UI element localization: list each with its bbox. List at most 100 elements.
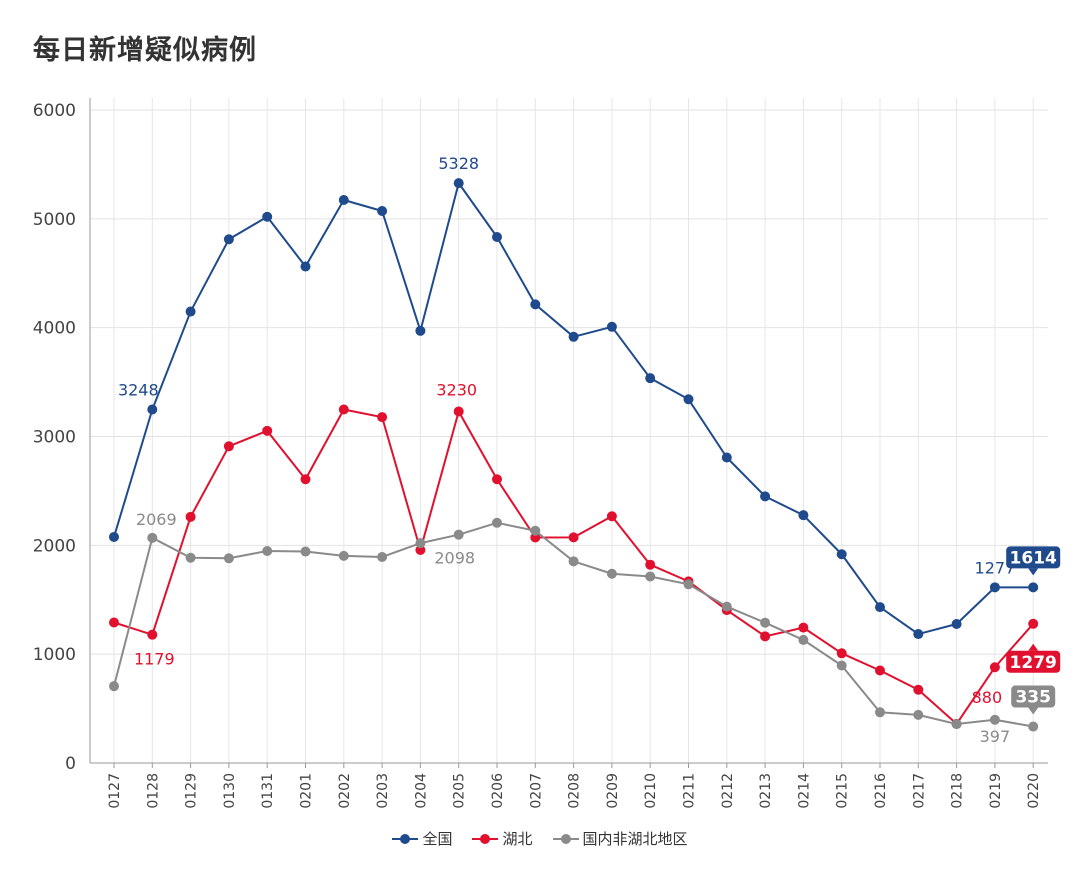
legend-label-hubei: 湖北 [502, 830, 533, 848]
data-point-series-2 [798, 634, 809, 645]
x-tick-label: 0211 [682, 773, 698, 809]
x-tick-label: 0219 [988, 773, 1004, 809]
y-tick-label: 5000 [33, 210, 76, 230]
data-point-series-1 [453, 406, 464, 417]
data-point-series-0 [109, 531, 119, 542]
x-tick-label: 0127 [107, 773, 123, 809]
x-tick-label: 0128 [145, 773, 161, 809]
x-tick-label: 0205 [452, 773, 468, 809]
data-point-series-0 [875, 602, 885, 613]
data-label-series-2: 397 [980, 727, 1011, 746]
x-tick-label: 0214 [796, 773, 812, 809]
x-tick-label: 0217 [911, 773, 927, 809]
data-point-series-0 [798, 510, 809, 521]
x-tick-label: 0204 [413, 773, 429, 809]
data-point-series-0 [262, 211, 273, 222]
data-point-series-1 [300, 474, 311, 485]
data-point-series-2 [185, 552, 196, 563]
data-point-series-2 [568, 556, 579, 567]
data-badge-pointer [1028, 568, 1039, 576]
data-label-series-2: 2069 [136, 510, 177, 529]
legend-item-hubei[interactable]: 湖北 [472, 828, 533, 849]
data-point-series-1 [606, 511, 617, 522]
data-point-series-2 [530, 525, 541, 536]
data-point-series-2 [415, 538, 426, 549]
data-point-series-0 [683, 394, 694, 405]
data-point-series-0 [453, 178, 464, 189]
data-badge-box [1006, 650, 1061, 673]
data-point-series-1 [760, 631, 771, 642]
y-tick-label: 3000 [33, 428, 76, 448]
data-label-series-1: 880 [972, 688, 1003, 707]
data-point-series-2 [760, 617, 771, 628]
y-tick-label: 2000 [33, 536, 76, 556]
legend-marker-national [392, 833, 419, 845]
data-point-series-0 [185, 306, 196, 317]
legend-item-non-hubei[interactable]: 国内非湖北地区 [552, 828, 688, 849]
legend-marker-non-hubei [552, 833, 579, 845]
data-label-series-1: 1179 [134, 650, 175, 669]
data-point-series-1 [568, 532, 579, 543]
data-label-series-0: 3248 [118, 381, 159, 400]
y-tick-label: 1000 [33, 645, 76, 665]
x-tick-label: 0203 [375, 773, 391, 809]
data-point-series-2 [338, 550, 349, 561]
data-point-series-1 [1028, 618, 1039, 629]
data-point-series-2 [875, 707, 885, 718]
data-point-series-1 [377, 412, 388, 423]
data-point-series-0 [530, 299, 541, 310]
data-point-series-1 [262, 425, 273, 436]
legend-label-national: 全国 [422, 830, 453, 848]
data-point-series-2 [683, 579, 694, 590]
legend-item-national[interactable]: 全国 [392, 828, 452, 849]
data-point-series-1 [338, 404, 349, 415]
data-point-series-0 [147, 404, 158, 415]
data-point-series-0 [568, 331, 579, 342]
data-label-series-1: 3230 [436, 380, 477, 399]
data-badge-box [1006, 546, 1061, 569]
data-point-series-1 [223, 441, 234, 452]
data-point-series-2 [492, 517, 502, 528]
data-point-series-2 [109, 681, 119, 692]
x-tick-label: 0131 [260, 773, 276, 809]
x-tick-label: 0207 [528, 773, 544, 809]
data-point-series-1 [492, 474, 502, 485]
data-point-series-0 [606, 321, 617, 332]
data-badge-text: 335 [1015, 688, 1051, 708]
x-tick-label: 0216 [873, 773, 889, 809]
data-point-series-0 [836, 549, 847, 560]
data-point-series-1 [989, 662, 1000, 673]
x-tick-label: 0210 [643, 773, 659, 809]
data-point-series-2 [453, 529, 464, 540]
x-tick-label: 0215 [835, 773, 851, 809]
data-badge-box [1011, 685, 1056, 708]
data-point-series-1 [798, 622, 809, 633]
data-label-series-0: 5328 [438, 154, 479, 173]
data-point-series-0 [645, 373, 656, 384]
x-tick-label: 0202 [337, 773, 353, 809]
legend-label-non-hubei: 国内非湖北地区 [582, 830, 688, 848]
data-point-series-2 [1028, 721, 1039, 732]
data-point-series-0 [721, 452, 732, 463]
data-label-series-2: 2098 [434, 549, 475, 568]
data-badge-text: 1279 [1010, 653, 1057, 673]
data-point-series-0 [300, 261, 311, 272]
data-point-series-1 [645, 559, 656, 570]
data-badge-series-2: 335 [1011, 685, 1056, 715]
x-tick-label: 0206 [490, 773, 506, 809]
data-point-series-2 [262, 545, 273, 556]
data-point-series-1 [147, 629, 158, 640]
data-badge-series-0: 1614 [1006, 546, 1061, 576]
data-badge-series-1: 1279 [1006, 643, 1061, 673]
x-tick-label: 0209 [605, 773, 621, 809]
data-point-series-0 [913, 629, 924, 640]
x-tick-label: 0220 [1026, 773, 1042, 809]
y-tick-label: 4000 [33, 319, 76, 339]
data-point-series-0 [760, 491, 771, 502]
x-tick-label: 0129 [184, 773, 200, 809]
data-point-series-2 [645, 571, 656, 582]
x-tick-label: 0218 [950, 773, 966, 809]
data-point-series-2 [836, 660, 847, 671]
data-point-series-0 [415, 325, 426, 336]
